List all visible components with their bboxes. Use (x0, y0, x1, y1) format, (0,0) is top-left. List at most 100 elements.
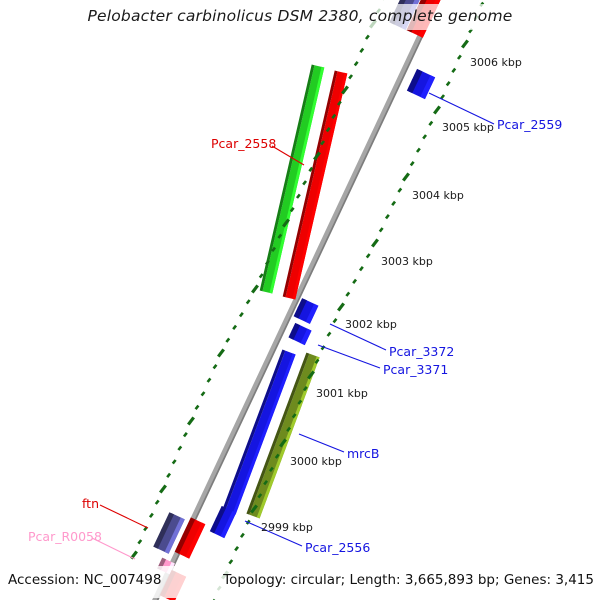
minor-tick (384, 214, 390, 220)
minor-tick (212, 364, 218, 370)
minor-tick (422, 134, 428, 140)
minor-tick (302, 386, 308, 392)
tick-label: 2999 kbp (261, 521, 313, 534)
minor-tick (302, 180, 308, 186)
minor-tick (456, 54, 462, 60)
major-tick (282, 218, 290, 228)
gene-label-Pcar_2558[interactable]: Pcar_2558 (211, 136, 277, 151)
gene-block-blue-pcar2556[interactable] (209, 505, 237, 539)
major-tick (433, 105, 441, 115)
minor-tick (364, 34, 370, 40)
minor-tick (326, 331, 332, 337)
minor-tick (331, 113, 337, 119)
minor-tick (320, 345, 326, 351)
minor-tick (397, 187, 403, 193)
minor-tick (238, 312, 244, 318)
tick-label: 3004 kbp (412, 189, 464, 202)
minor-tick (291, 413, 297, 419)
gene-label-ftn[interactable]: ftn (82, 496, 100, 511)
major-tick (341, 85, 349, 95)
major-tick (251, 284, 259, 294)
minor-tick (440, 94, 446, 100)
leader-line-Pcar_3371 (317, 344, 381, 369)
tick-label: 3005 kbp (442, 121, 494, 134)
minor-tick (295, 193, 301, 199)
minor-tick (352, 278, 358, 284)
minor-tick (245, 299, 251, 305)
tick-label: 3006 kbp (470, 56, 522, 69)
minor-tick (216, 585, 222, 591)
leader-line-Pcar_2556 (244, 520, 303, 547)
major-tick (217, 348, 225, 358)
accession-text: Accession: NC_007498 (8, 572, 162, 588)
gene-bar-red-pcar2558[interactable] (282, 70, 348, 300)
gene-block-blue-pcar3371-small[interactable] (288, 322, 312, 346)
gene-label-Pcar_2556[interactable]: Pcar_2556 (305, 540, 371, 555)
chromosome-axis-line (152, 0, 441, 600)
gene-block-blue-pcar2559[interactable] (406, 68, 436, 100)
gene-label-mrcB[interactable]: mrcB (347, 446, 380, 461)
minor-tick (428, 120, 434, 126)
leader-line-Pcar_2559 (428, 92, 495, 125)
minor-tick (232, 324, 238, 330)
gene-block-blue-pcar3372[interactable] (293, 298, 319, 324)
minor-tick (148, 512, 154, 518)
minor-tick (365, 253, 371, 259)
gene-label-Pcar_3371[interactable]: Pcar_3371 (383, 362, 449, 377)
minor-tick (308, 166, 314, 172)
minor-tick (257, 493, 263, 499)
major-tick (402, 172, 410, 182)
minor-tick (320, 140, 326, 146)
major-tick (461, 39, 469, 49)
minor-tick (289, 207, 295, 213)
topology-text: Topology: circular; Length: 3,665,893 bp… (223, 572, 594, 588)
minor-tick (345, 291, 351, 297)
page-title: Pelobacter carbinolicus DSM 2380, comple… (87, 7, 513, 25)
minor-tick (268, 466, 274, 472)
tick-label: 3000 kbp (290, 455, 342, 468)
axis-shadow-line (156, 0, 441, 600)
minor-tick (271, 246, 277, 252)
minor-tick (479, 1, 485, 7)
major-tick (159, 484, 167, 494)
minor-tick (225, 337, 231, 343)
major-tick (337, 302, 345, 312)
minor-tick (336, 100, 342, 106)
leader-line-Pcar_2558 (271, 145, 305, 166)
tick-label: 3002 kbp (345, 318, 397, 331)
major-tick (307, 370, 315, 380)
minor-tick (154, 499, 160, 505)
minor-tick (137, 539, 143, 545)
minor-tick (234, 546, 240, 552)
minor-tick (258, 273, 264, 279)
gene-bar-blue-pcar3371[interactable] (222, 349, 296, 515)
minor-tick (206, 377, 212, 383)
minor-tick (274, 453, 280, 459)
minor-tick (445, 81, 451, 87)
gene-block-red-lower[interactable] (174, 517, 206, 559)
minor-tick (314, 358, 320, 364)
tick-label: 3001 kbp (316, 387, 368, 400)
gene-label-Pcar_2559[interactable]: Pcar_2559 (497, 117, 563, 132)
minor-tick (171, 459, 177, 465)
minor-tick (177, 445, 183, 451)
minor-tick (200, 391, 206, 397)
gene-label-Pcar_3372[interactable]: Pcar_3372 (389, 344, 455, 359)
gene-bar-olive-mrcb[interactable] (246, 352, 320, 519)
leader-line-Pcar_R0058 (91, 537, 136, 560)
axis-main-line (152, 0, 439, 600)
gene-layer-front (153, 0, 442, 600)
major-tick (250, 504, 258, 514)
minor-tick (286, 426, 292, 432)
minor-tick (353, 61, 359, 67)
minor-tick (239, 532, 245, 538)
gene-bar-green-pcar2558-partner[interactable] (259, 64, 325, 294)
minor-tick (378, 227, 384, 233)
leader-line-ftn (99, 504, 149, 529)
gene-label-Pcar_R0058[interactable]: Pcar_R0058 (28, 529, 102, 544)
minor-tick (194, 404, 200, 410)
gene-block-purple-ftn[interactable] (153, 512, 185, 554)
minor-tick (263, 480, 269, 486)
minor-tick (228, 559, 234, 565)
